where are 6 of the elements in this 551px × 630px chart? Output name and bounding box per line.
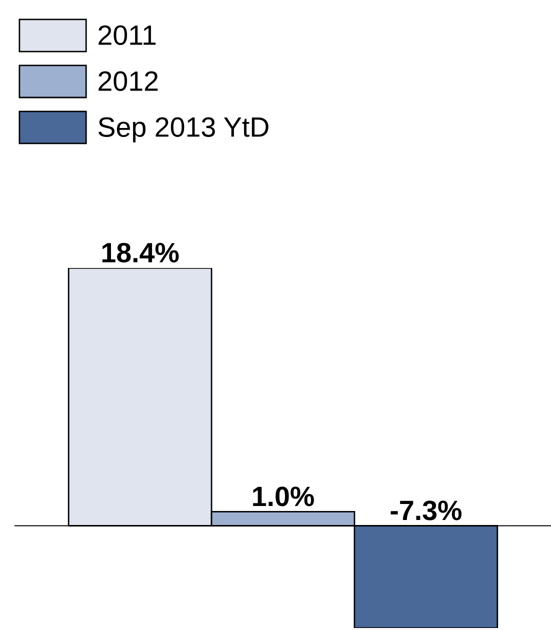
legend-label: 2012 — [98, 71, 158, 91]
data-label: -7.3% — [390, 500, 462, 520]
data-label: 1.0% — [253, 486, 314, 506]
legend-label: 2011 — [98, 25, 156, 45]
legend-label: Sep 2013 YtD — [98, 117, 268, 142]
data-label: 18.4% — [102, 242, 179, 263]
